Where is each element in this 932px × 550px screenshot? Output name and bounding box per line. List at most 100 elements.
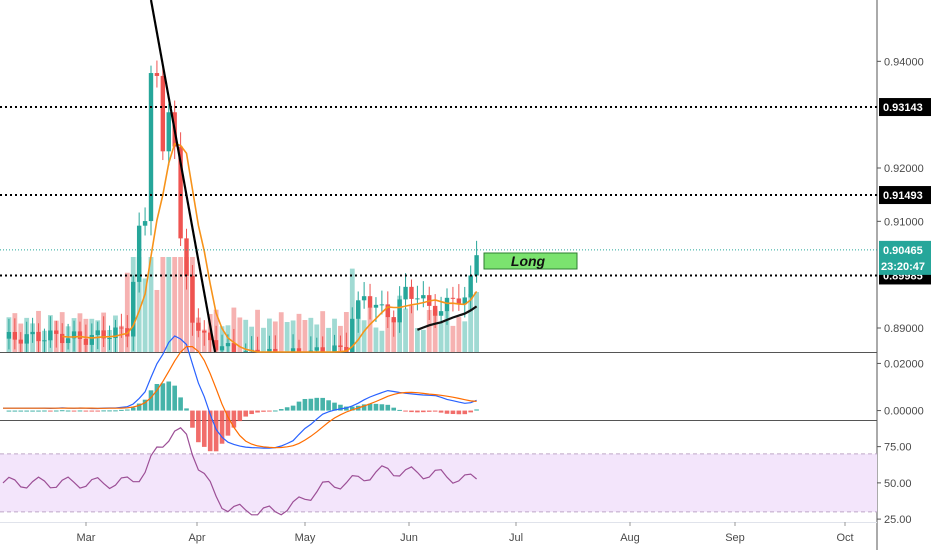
candle-body [101, 330, 106, 339]
last-price-tag [879, 240, 931, 275]
price-axis-label: 0.89000 [884, 323, 924, 335]
volume-bar [296, 313, 302, 352]
candle-body [89, 335, 94, 345]
candle-body [320, 347, 325, 352]
time-axis-label: Sep [725, 532, 745, 544]
macd-histogram-bar [385, 404, 391, 411]
candle-body [83, 338, 89, 345]
macd-histogram-bar [255, 410, 260, 413]
candle-body [356, 300, 361, 319]
macd-histogram-bar [468, 410, 473, 413]
time-axis-label: Jun [400, 532, 418, 544]
candle-body [166, 112, 171, 152]
macd-histogram-bar [421, 410, 426, 413]
volume-bar [373, 327, 379, 352]
volume-bar [456, 317, 462, 352]
candle-body [231, 343, 237, 352]
macd-histogram-bar [237, 410, 243, 422]
candle-body [178, 146, 183, 239]
volume-bar [450, 325, 456, 352]
macd-histogram-bar [415, 410, 420, 413]
macd-histogram-bar [53, 410, 59, 412]
time-axis-label: Mar [77, 532, 96, 544]
candle-body [361, 296, 367, 301]
candle-body [421, 295, 426, 299]
candle-body [367, 296, 373, 308]
level-tag [879, 186, 931, 205]
candle-body [148, 73, 154, 222]
macd-signal-line [3, 346, 477, 449]
macd-histogram-bar [379, 404, 385, 411]
candle-body [267, 348, 272, 352]
macd-histogram-bar [462, 410, 468, 415]
macd-histogram-bar [6, 410, 12, 412]
candle-body [450, 297, 456, 299]
macd-histogram-bar [125, 409, 130, 411]
macd-histogram-bar [83, 410, 89, 412]
macd-histogram-bar [42, 410, 47, 412]
macd-histogram-bar [361, 404, 367, 411]
volume-bar [326, 327, 331, 352]
volume-bar [184, 257, 189, 352]
volume-bar [474, 292, 479, 352]
candle-body [196, 322, 201, 331]
candle-body [60, 333, 65, 344]
macd-histogram-bar [154, 383, 160, 411]
rsi-band [0, 453, 877, 512]
volume-bar [166, 257, 172, 352]
long-annotation-box [483, 252, 578, 270]
moving-average-black [417, 305, 478, 331]
macd-histogram-bar [267, 410, 272, 412]
macd-histogram-bar [243, 410, 249, 417]
macd-histogram-bar [302, 398, 308, 411]
volume-bar [261, 327, 266, 352]
macd-histogram-bar [119, 409, 124, 411]
candle-body [373, 304, 379, 308]
candle-body [36, 331, 41, 342]
candle-body [415, 298, 420, 300]
macd-histogram-bar [474, 409, 479, 411]
volume-bar [432, 309, 438, 352]
candle-body [314, 347, 319, 351]
macd-histogram-bar [190, 410, 195, 428]
macd-histogram-bar [184, 408, 189, 411]
macd-histogram-bar [18, 410, 24, 412]
macd-histogram-bar [278, 409, 284, 411]
countdown-label: 23:20:47 [881, 261, 925, 273]
volume-bar [367, 307, 373, 352]
volume-bar [160, 257, 166, 352]
candle-body [397, 299, 402, 323]
macd-histogram-bar [213, 410, 219, 452]
macd-histogram-bar [391, 407, 397, 411]
macd-histogram-bar [219, 410, 225, 444]
candle-body [107, 337, 112, 339]
time-axis-label: Aug [620, 532, 640, 544]
candle-body [48, 330, 53, 341]
macd-histogram-bar [367, 403, 373, 411]
macd-histogram-bar [89, 410, 95, 412]
candle-body [95, 330, 100, 336]
candle-body [136, 225, 142, 282]
macd-histogram-bar [403, 410, 408, 412]
candle-body [438, 311, 444, 316]
macd-axis-label: 0.02000 [884, 358, 924, 370]
candle-body [432, 305, 438, 316]
candle-body [71, 331, 77, 339]
macd-histogram-bar [71, 410, 77, 412]
candle-body [208, 332, 213, 341]
macd-histogram-bar [48, 410, 53, 412]
volume-bar [154, 289, 160, 352]
macd-histogram-bar [65, 410, 71, 412]
volume-bar [462, 321, 468, 352]
macd-histogram-bar [231, 410, 237, 428]
macd-histogram-bar [207, 410, 213, 452]
macd-histogram-bar [456, 410, 462, 415]
macd-histogram-bar [438, 410, 444, 413]
macd-histogram-bar [59, 410, 65, 412]
candle-body [332, 345, 337, 352]
volume-bar [142, 278, 148, 352]
macd-axis-label: 0.00000 [884, 406, 924, 418]
moving-average-orange [62, 142, 478, 353]
